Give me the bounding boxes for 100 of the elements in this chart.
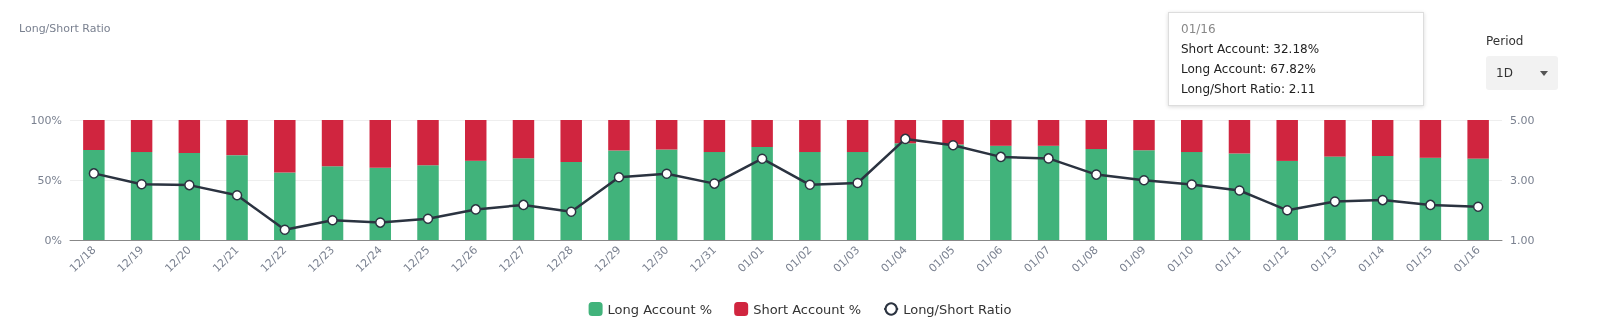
bar [1133, 150, 1155, 240]
point [1377, 194, 1388, 206]
bar [512, 158, 535, 240]
bar [1371, 156, 1394, 240]
bar [1419, 120, 1442, 158]
point [279, 224, 291, 236]
bar [1180, 120, 1203, 153]
bar [1419, 157, 1442, 240]
bar [274, 120, 296, 173]
bar [226, 155, 248, 240]
point [1329, 196, 1341, 207]
bar [703, 152, 726, 240]
bar [608, 120, 630, 151]
point [1186, 179, 1197, 190]
bar [226, 120, 248, 156]
bar [1037, 145, 1060, 240]
text: 1D [1496, 66, 1513, 80]
bar [1037, 120, 1060, 146]
point [1425, 199, 1436, 211]
text: Short Account: 32.18% [1181, 41, 1321, 58]
point [231, 190, 243, 201]
bar [464, 160, 487, 240]
y2-tick-label: 1.00 [1510, 233, 1535, 247]
point [1281, 205, 1293, 216]
chart-title: Long/Short Ratio [19, 22, 111, 35]
point [422, 213, 434, 224]
bar [1085, 120, 1108, 150]
legend-label: Long/Short Ratio [903, 301, 1012, 317]
bar [274, 172, 296, 240]
y2-tick-label: 3.00 [1510, 173, 1535, 187]
point [947, 139, 959, 151]
point [565, 206, 577, 218]
text: Period [1486, 34, 1525, 48]
bar [83, 120, 105, 150]
bar [130, 152, 153, 240]
y-tick-label: 100% [30, 113, 62, 127]
bar [369, 120, 392, 168]
point [995, 151, 1007, 163]
bar [942, 144, 964, 240]
bar [1276, 160, 1298, 240]
point [1043, 153, 1054, 164]
bar [751, 120, 773, 147]
bar [894, 143, 917, 240]
bar [1371, 120, 1394, 156]
bar [560, 162, 582, 240]
bar [321, 120, 344, 167]
bar [512, 120, 535, 159]
point [852, 177, 863, 189]
bar [1467, 120, 1489, 159]
bar [942, 120, 964, 145]
bar [990, 145, 1012, 240]
y-tick-label: 50% [37, 173, 62, 187]
bar [1276, 120, 1298, 161]
point [136, 178, 147, 190]
point [518, 199, 529, 211]
legend-label: Long Account % [607, 301, 713, 317]
bar [799, 120, 821, 153]
bar [321, 166, 344, 240]
bar [1085, 149, 1108, 240]
bar [1467, 158, 1489, 240]
bar [608, 150, 630, 240]
bar [703, 120, 726, 153]
bar [1324, 156, 1346, 240]
bar [846, 152, 869, 240]
point [327, 214, 338, 226]
y2-tick-label: 5.00 [1510, 113, 1535, 127]
point [1091, 169, 1102, 180]
bar [751, 147, 773, 240]
bar [1180, 152, 1203, 240]
bar [369, 167, 392, 240]
point [184, 179, 195, 191]
point [1138, 175, 1150, 186]
point [88, 168, 100, 179]
bar [1133, 120, 1155, 151]
point [613, 172, 625, 183]
point [900, 133, 911, 145]
point [709, 178, 720, 189]
bar [83, 149, 105, 240]
bar [655, 120, 678, 150]
text: Long/Short Ratio: 2.11 [1181, 81, 1317, 98]
legend-label: Short Account % [753, 301, 862, 317]
point [756, 153, 768, 164]
y-tick-label: 0% [44, 233, 62, 247]
point [375, 217, 386, 228]
bar [1228, 120, 1251, 154]
text: Long Account: 67.82% [1181, 61, 1317, 78]
bar [990, 120, 1012, 146]
bar [417, 165, 439, 240]
point [1234, 185, 1245, 196]
bar [130, 120, 153, 153]
point [1472, 201, 1484, 212]
bar [178, 153, 201, 240]
bar [464, 120, 487, 161]
bar [799, 152, 821, 240]
point [470, 204, 481, 215]
point [661, 168, 672, 179]
bar [560, 120, 582, 163]
bar [417, 120, 439, 166]
bar [178, 120, 201, 153]
bar [1228, 153, 1251, 240]
